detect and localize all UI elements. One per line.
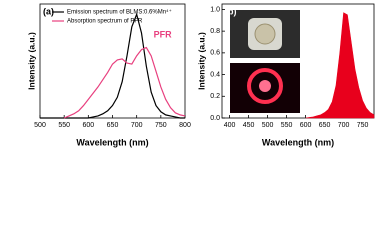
led-glow bbox=[247, 68, 283, 104]
led-dome bbox=[254, 23, 276, 45]
plot-frame-b bbox=[221, 3, 375, 119]
x-tick-label: 500 bbox=[34, 122, 46, 129]
y-tick-label: 0.0 bbox=[210, 115, 220, 122]
panel-label: (a) bbox=[43, 6, 54, 16]
y-tick-label: 0.6 bbox=[210, 50, 220, 57]
x-tick-label: 700 bbox=[338, 122, 350, 129]
y-tick-label: 0.2 bbox=[210, 93, 220, 100]
x-tick-label: 400 bbox=[224, 122, 236, 129]
figure: (a) Wavelength (nm) Intensity (a.u.) 500 550… bbox=[26, 3, 375, 147]
x-tick-label: 550 bbox=[58, 122, 70, 129]
x-tick-label: 600 bbox=[82, 122, 94, 129]
x-tick-label: 650 bbox=[319, 122, 331, 129]
x-tick-label: 500 bbox=[262, 122, 274, 129]
y-axis-label: Intensity (a.u.) bbox=[196, 32, 206, 90]
x-tick-label: 700 bbox=[131, 122, 143, 129]
y-tick-label: 0.8 bbox=[210, 28, 220, 35]
panel-label: (b) bbox=[225, 6, 237, 16]
x-tick-label: 750 bbox=[155, 122, 167, 129]
x-tick-label: 450 bbox=[243, 122, 255, 129]
x-tick-label: 650 bbox=[107, 122, 119, 129]
led-center bbox=[259, 80, 271, 92]
x-axis-label: Wavelength (nm) bbox=[76, 137, 148, 147]
y-tick-label: 1.0 bbox=[210, 6, 220, 13]
x-tick-label: 750 bbox=[357, 122, 369, 129]
y-axis-label: Intensity (a.u.) bbox=[26, 32, 36, 90]
annotation: PFR bbox=[154, 29, 173, 39]
x-axis-label: Wavelength (nm) bbox=[262, 137, 334, 147]
x-tick-label: 800 bbox=[179, 122, 191, 129]
inset-photos bbox=[230, 10, 300, 113]
spectrum-line bbox=[63, 46, 186, 119]
legend-label: Emission spectrum of BLMS:0.6%Mn⁴⁺ bbox=[67, 9, 172, 16]
x-tick-label: 600 bbox=[300, 122, 312, 129]
y-tick-label: 0.4 bbox=[210, 71, 220, 78]
spectrum-area bbox=[305, 12, 375, 119]
legend-label: Absorption spectrum of PFR bbox=[67, 19, 143, 25]
x-tick-label: 550 bbox=[281, 122, 293, 129]
